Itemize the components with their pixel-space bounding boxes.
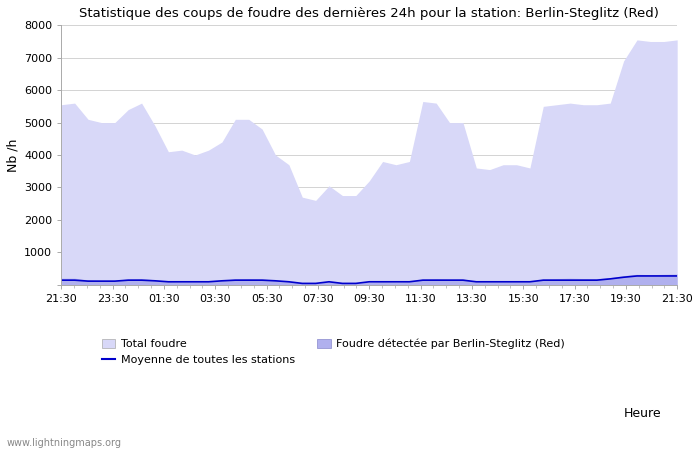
Text: Heure: Heure xyxy=(624,407,662,420)
Text: www.lightningmaps.org: www.lightningmaps.org xyxy=(7,438,122,448)
Title: Statistique des coups de foudre des dernières 24h pour la station: Berlin-Stegli: Statistique des coups de foudre des dern… xyxy=(79,7,659,20)
Legend: Total foudre, Moyenne de toutes les stations, Foudre détectée par Berlin-Steglit: Total foudre, Moyenne de toutes les stat… xyxy=(97,334,569,370)
Y-axis label: Nb /h: Nb /h xyxy=(7,138,20,172)
